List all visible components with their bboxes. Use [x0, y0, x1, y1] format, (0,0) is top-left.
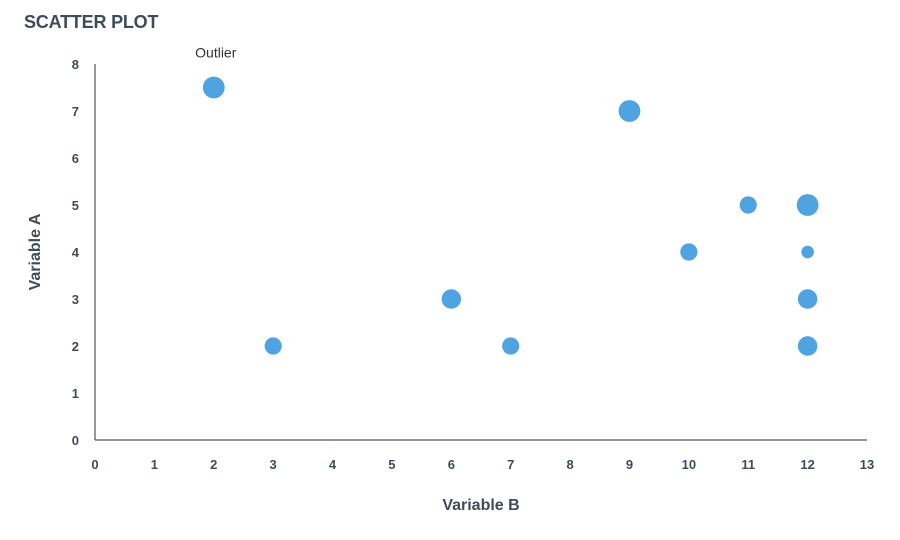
- scatter-point: [797, 336, 818, 356]
- x-tick-label: 1: [151, 457, 158, 472]
- scatter-point: [502, 337, 520, 355]
- x-tick-label: 5: [388, 457, 395, 472]
- x-tick-label: 2: [210, 457, 217, 472]
- y-tick-label: 7: [72, 104, 79, 119]
- axes: [94, 64, 867, 441]
- y-tick-label: 4: [72, 245, 80, 260]
- y-tick-label: 5: [72, 198, 79, 213]
- scatter-point: [797, 289, 818, 309]
- scatter-point: [202, 76, 225, 99]
- scatter-point: [680, 243, 698, 261]
- x-tick-label: 8: [566, 457, 573, 472]
- y-tick-label: 6: [72, 151, 79, 166]
- data-points: [202, 76, 819, 356]
- y-tick-label: 8: [72, 57, 79, 72]
- x-tick-label: 0: [91, 457, 98, 472]
- y-tick-label: 1: [72, 386, 79, 401]
- y-tick-label: 3: [72, 292, 79, 307]
- x-tick-label: 4: [329, 457, 337, 472]
- x-tick-label: 7: [507, 457, 514, 472]
- x-tick-label: 10: [682, 457, 696, 472]
- scatter-point: [264, 337, 282, 355]
- scatter-point: [801, 245, 814, 259]
- chart-title: SCATTER PLOT: [24, 12, 159, 32]
- x-tick-label: 9: [626, 457, 633, 472]
- scatter-point: [739, 196, 757, 214]
- scatter-point: [618, 100, 641, 122]
- scatter-point: [796, 194, 819, 216]
- y-tick-label: 2: [72, 339, 79, 354]
- y-axis-label: Variable A: [27, 213, 44, 290]
- x-tick-label: 12: [800, 457, 814, 472]
- x-tick-label: 13: [860, 457, 874, 472]
- annotations: Outlier: [195, 45, 237, 61]
- x-tick-label: 11: [741, 457, 755, 472]
- x-axis-label: Variable B: [442, 497, 519, 514]
- y-tick-label: 0: [72, 433, 79, 448]
- scatter-point: [441, 289, 462, 309]
- x-tick-label: 6: [448, 457, 455, 472]
- annotation-label: Outlier: [195, 45, 237, 61]
- x-tick-label: 3: [270, 457, 277, 472]
